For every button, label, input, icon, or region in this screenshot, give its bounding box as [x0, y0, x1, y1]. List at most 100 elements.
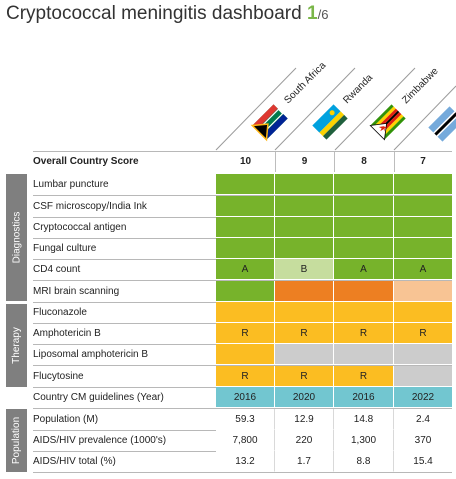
- grid-cell: R: [275, 366, 334, 387]
- row-label: Amphotericin B: [33, 328, 101, 339]
- score-botswana: 7: [420, 156, 426, 167]
- row-label: CD4 count: [33, 264, 81, 275]
- overall-score-label: Overall Country Score: [33, 156, 139, 167]
- grid-cell: 2.4: [394, 409, 452, 430]
- grid-cell: [216, 344, 275, 365]
- row-label: Population (M): [33, 414, 99, 425]
- row-label: Fungal culture: [33, 243, 97, 254]
- grid-cell: [216, 302, 275, 323]
- page-number: 1: [307, 3, 318, 24]
- score-zimbabwe: 8: [361, 156, 367, 167]
- grid-cell: R: [394, 323, 452, 344]
- grid-cell: R: [275, 323, 334, 344]
- country-header: South Africa Rwanda Zimbabwe: [215, 60, 456, 151]
- grid-cell: R: [334, 323, 394, 344]
- grid-cell: [394, 196, 452, 217]
- grid-cell: 14.8: [334, 409, 394, 430]
- grid-cell: [334, 217, 394, 238]
- grid-cell: [334, 174, 394, 195]
- row-label: Fluconazole: [33, 307, 87, 318]
- grid-cell: [334, 196, 394, 217]
- row-divider: [33, 472, 452, 473]
- country-name-zimbabwe: Zimbabwe: [400, 65, 441, 106]
- grid-cell: [394, 302, 452, 323]
- grid-cell: [216, 196, 275, 217]
- column-divider: [394, 152, 395, 172]
- grid-cell: 2016: [216, 387, 275, 408]
- section-therapy: Therapy: [6, 304, 27, 387]
- grid-cell: 8.8: [334, 451, 394, 472]
- grid-cell: 15.4: [394, 451, 452, 472]
- row-divider: [33, 195, 452, 196]
- south-africa-flag-icon: [250, 104, 288, 142]
- grid-cell: A: [216, 259, 275, 280]
- grid-cell: [334, 238, 394, 259]
- grid-cell: [394, 281, 452, 302]
- title-text: Cryptococcal meningitis dashboard: [6, 3, 307, 24]
- grid-cell: 370: [394, 430, 452, 451]
- zimbabwe-flag-icon: [369, 104, 406, 141]
- grid-cell: R: [216, 323, 275, 344]
- grid-cell: [216, 217, 275, 238]
- column-divider: [334, 152, 335, 172]
- row-divider: [33, 365, 452, 366]
- grid-cell: R: [334, 366, 394, 387]
- grid-cell: [394, 238, 452, 259]
- grid-cell: [216, 281, 275, 302]
- grid-cell: [334, 281, 394, 302]
- column-divider: [275, 152, 276, 172]
- grid-cell: [394, 366, 452, 387]
- grid-cell: A: [394, 259, 452, 280]
- grid-cell: [275, 344, 334, 365]
- grid-cell: 2022: [394, 387, 452, 408]
- grid-cell: [275, 281, 334, 302]
- row-divider: [33, 408, 452, 409]
- grid-cell: [275, 196, 334, 217]
- section-diagnostics-label: Diagnostics: [11, 211, 23, 264]
- grid-cell: [334, 344, 394, 365]
- grid-cell: [275, 174, 334, 195]
- country-name-south-africa: South Africa: [282, 60, 328, 106]
- grid-cell: 7,800: [216, 430, 275, 451]
- row-label: AIDS/HIV total (%): [33, 456, 116, 467]
- grid-cell: [275, 217, 334, 238]
- grid-cell: [275, 238, 334, 259]
- grid-cell: 59.3: [216, 409, 275, 430]
- row-label: Country CM guidelines (Year): [33, 392, 164, 403]
- grid-cell: [216, 238, 275, 259]
- grid-cell: [394, 344, 452, 365]
- grid-cell: 12.9: [275, 409, 334, 430]
- grid-cell: B: [275, 259, 334, 280]
- grid-cell: [394, 174, 452, 195]
- row-divider: [33, 151, 452, 152]
- row-label: CSF microscopy/India Ink: [33, 201, 147, 212]
- grid-cell: 1,300: [334, 430, 394, 451]
- section-diagnostics: Diagnostics: [6, 174, 27, 301]
- row-label: Liposomal amphotericin B: [33, 349, 149, 360]
- row-label: Lumbar puncture: [33, 179, 109, 190]
- row-label: AIDS/HIV prevalence (1000's): [33, 435, 167, 446]
- grid-cell: 2020: [275, 387, 334, 408]
- grid-cell: [394, 217, 452, 238]
- section-population: Population: [6, 409, 27, 472]
- grid-cell: 2016: [334, 387, 394, 408]
- grid-cell: [216, 174, 275, 195]
- grid-cell: 13.2: [216, 451, 275, 472]
- row-label: Cryptococcal antigen: [33, 222, 127, 233]
- grid-cell: [275, 302, 334, 323]
- row-label: Flucytosine: [33, 371, 84, 382]
- grid-cell: A: [334, 259, 394, 280]
- row-divider: [33, 280, 452, 281]
- row-label: MRI brain scanning: [33, 286, 120, 297]
- grid-cell: R: [216, 366, 275, 387]
- rwanda-flag-icon: [312, 104, 348, 140]
- score-rwanda: 9: [301, 156, 308, 167]
- grid-cell: 1.7: [275, 451, 334, 472]
- section-population-label: Population: [11, 416, 23, 465]
- page-total: /6: [317, 7, 329, 22]
- section-therapy-label: Therapy: [11, 327, 22, 364]
- grid-cell: [334, 302, 394, 323]
- grid-cell: 220: [275, 430, 334, 451]
- page-title: Cryptococcal meningitis dashboard 1/6: [6, 3, 328, 25]
- score-south-africa: 10: [239, 156, 252, 167]
